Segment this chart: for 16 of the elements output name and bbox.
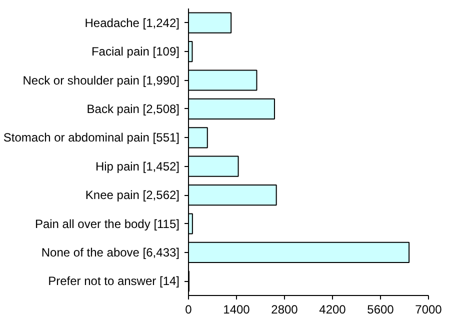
- x-tick-label: 4200: [319, 302, 346, 316]
- y-tick-label: Knee pain [2,562]: [85, 188, 180, 202]
- x-tick-label: 0: [185, 302, 192, 316]
- x-tick-label: 5600: [367, 302, 394, 316]
- x-tick-label: 1400: [223, 302, 250, 316]
- y-tick-label: Pain all over the body [115]: [34, 216, 180, 231]
- x-tick-label: 2800: [271, 302, 298, 316]
- y-tick-label: Headache [1,242]: [84, 16, 180, 30]
- y-tick-label: None of the above [6,433]: [41, 245, 180, 260]
- y-tick-label: Neck or shoulder pain [1,990]: [22, 73, 180, 88]
- y-tick-label: Prefer not to answer [14]: [48, 274, 180, 288]
- y-tick-label: Stomach or abdominal pain [551]: [3, 130, 180, 145]
- y-tick-label: Hip pain [1,452]: [95, 159, 180, 174]
- y-tick-label: Back pain [2,508]: [86, 102, 180, 116]
- x-tick-label: 7000: [415, 302, 442, 316]
- y-tick-label: Facial pain [109]: [91, 44, 180, 59]
